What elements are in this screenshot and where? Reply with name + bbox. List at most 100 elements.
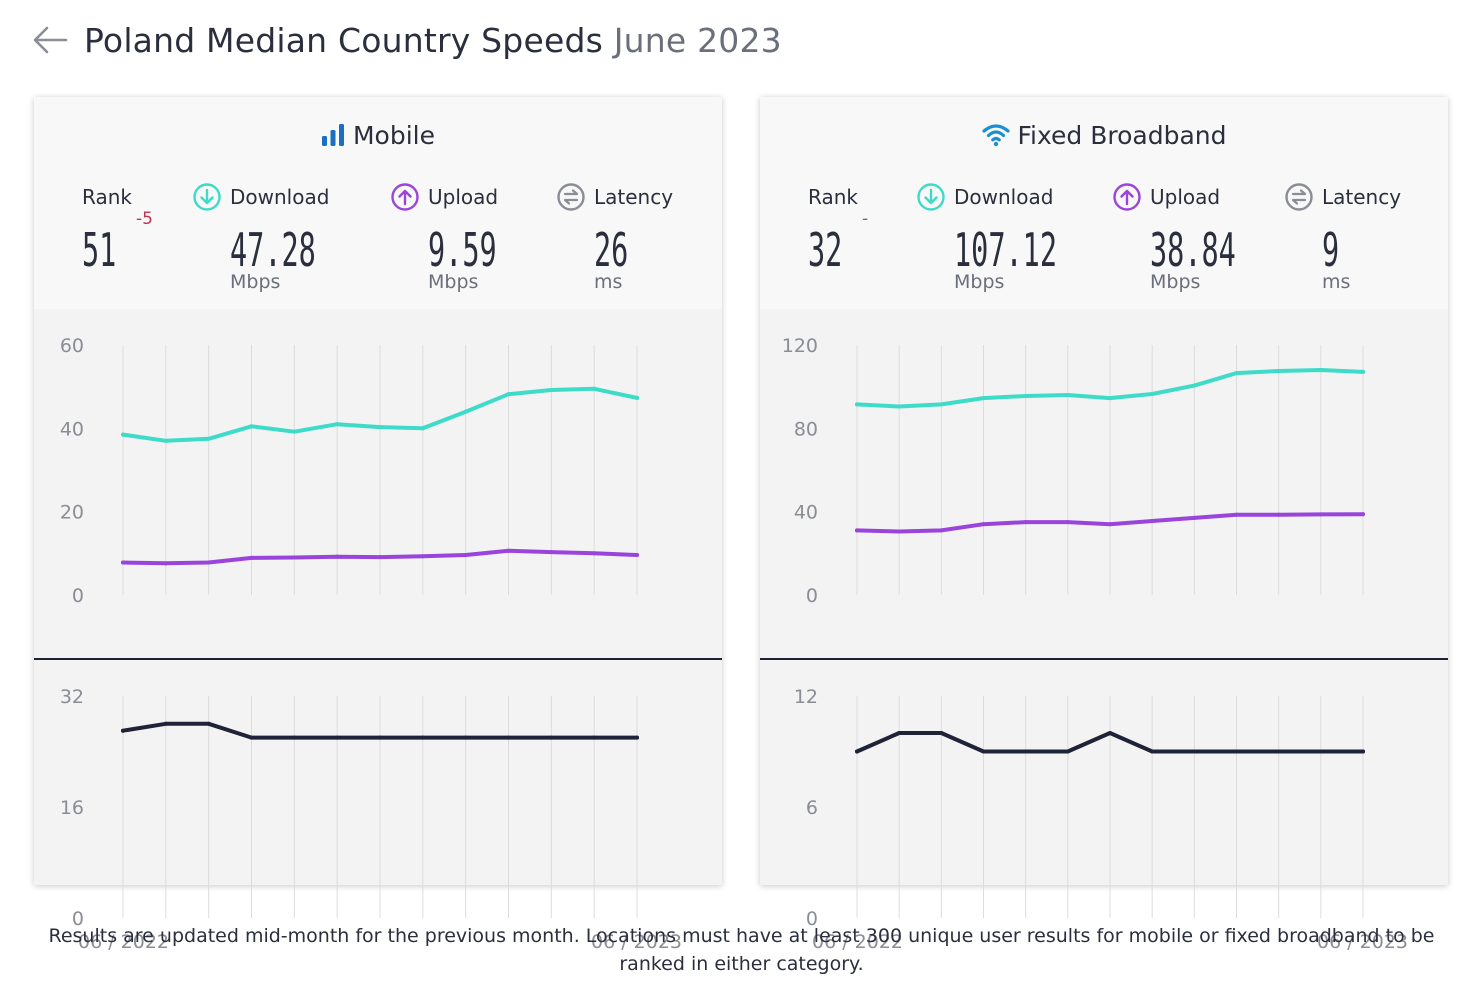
fixed-rank-label: Rank	[808, 185, 858, 209]
latency-point	[163, 721, 168, 726]
download-point	[121, 432, 125, 437]
back-button[interactable]	[30, 20, 70, 60]
page-title-text: Poland Median Country Speeds	[84, 20, 604, 60]
download-point	[378, 425, 382, 430]
signal-bars-icon	[321, 123, 345, 147]
download-point	[1108, 396, 1112, 401]
y-tick-label: 20	[60, 502, 84, 524]
latency-point	[635, 735, 639, 740]
y-tick-label: 0	[806, 585, 818, 607]
latency-circle-icon	[1284, 182, 1314, 212]
upload-point	[1192, 515, 1197, 520]
fixed-rank-value: 32	[808, 223, 843, 277]
download-point	[1276, 369, 1281, 374]
mobile-rank: Rank 51 -5	[82, 181, 153, 301]
download-point	[1318, 368, 1323, 372]
mobile-rank-value: 51	[82, 223, 117, 277]
mobile-download-label: Download	[230, 185, 330, 209]
latency-point	[1234, 749, 1239, 754]
mobile-rank-label: Rank	[82, 185, 132, 209]
fixed-upload-series	[855, 512, 1365, 534]
fixed-latency-label: Latency	[1322, 185, 1402, 209]
mobile-latency: Latency 26 ms	[556, 181, 673, 301]
latency-point	[420, 735, 425, 740]
upload-point	[549, 550, 554, 555]
latency-point	[335, 735, 340, 740]
fixed-panel-title: Fixed Broadband	[760, 115, 1448, 155]
mobile-latency-gridlines	[122, 696, 638, 918]
latency-circle-icon	[556, 182, 586, 212]
mobile-speed-chart: 60 40 20 0	[60, 335, 639, 607]
arrow-up-circle-icon	[390, 182, 420, 212]
fixed-summary: Fixed Broadband Rank 32 - Download 107.1…	[760, 97, 1448, 309]
fixed-latency-gridlines	[856, 696, 1364, 918]
latency-point	[592, 735, 597, 740]
y-tick-label: 16	[60, 797, 84, 819]
upload-point	[1318, 512, 1323, 517]
download-point	[249, 424, 254, 429]
y-tick-label: 60	[60, 335, 84, 357]
upload-point	[1023, 520, 1028, 525]
download-point	[206, 436, 211, 441]
upload-point	[420, 554, 425, 559]
latency-point	[506, 735, 511, 740]
fixed-latency-value: 9	[1322, 223, 1340, 277]
mobile-latency-value: 26	[594, 223, 629, 277]
mobile-upload-label: Upload	[428, 185, 499, 209]
download-point	[635, 395, 639, 400]
y-tick-label: 32	[60, 686, 84, 708]
latency-point	[897, 731, 902, 735]
fixed-download-value: 107.12	[954, 223, 1058, 277]
upload-point	[506, 548, 511, 553]
latency-point	[1361, 749, 1365, 754]
mobile-latency-label: Latency	[594, 185, 674, 209]
y-tick-label: 120	[782, 335, 818, 357]
download-point	[163, 438, 168, 443]
fixed-upload-unit: Mbps	[1150, 271, 1201, 293]
latency-point	[121, 728, 125, 733]
download-point	[592, 386, 597, 391]
y-tick-label: 6	[806, 797, 818, 819]
mobile-latency-unit: ms	[594, 271, 623, 293]
mobile-title-label: Mobile	[352, 120, 435, 150]
footer-note: Results are updated mid-month for the pr…	[48, 925, 1435, 975]
latency-point	[1023, 749, 1028, 754]
arrow-up-circle-icon	[1112, 182, 1142, 212]
download-point	[1023, 394, 1028, 399]
mobile-upload-value: 9.59	[428, 223, 497, 277]
upload-point	[981, 522, 986, 527]
download-point	[506, 392, 511, 397]
download-point	[855, 402, 859, 407]
latency-point	[1192, 749, 1197, 754]
latency-point	[1065, 749, 1070, 754]
fixed-download-series	[855, 368, 1365, 409]
fixed-speed-chart: 120 80 40 0	[782, 335, 1365, 607]
y-tick-label: 0	[72, 908, 84, 930]
latency-point	[292, 735, 297, 740]
mobile-chart-divider	[34, 658, 722, 660]
wifi-icon	[981, 123, 1010, 147]
page-title-date: June 2023	[613, 20, 782, 60]
upload-point	[1276, 512, 1281, 517]
fixed-upload-value: 38.84	[1150, 223, 1236, 277]
fixed-latency-unit: ms	[1322, 271, 1351, 293]
download-point	[549, 388, 554, 392]
mobile-download-value: 47.28	[230, 223, 316, 277]
upload-point	[939, 528, 944, 533]
fixed-rank: Rank 32 -	[808, 181, 868, 301]
arrow-left-icon	[33, 26, 68, 54]
upload-point	[1361, 512, 1365, 517]
mobile-latency-series	[121, 721, 639, 740]
arrow-down-circle-icon	[192, 182, 222, 212]
upload-point	[1108, 522, 1112, 527]
upload-point	[335, 554, 340, 559]
fixed-speed-gridlines	[856, 345, 1364, 595]
latency-point	[855, 749, 859, 754]
mobile-download-series	[121, 386, 639, 443]
latency-point	[206, 721, 211, 726]
mobile-download: Download 47.28 Mbps	[192, 181, 368, 301]
latency-point	[981, 749, 986, 754]
upload-point	[292, 555, 297, 560]
upload-point	[463, 553, 468, 557]
fixed-upload-label: Upload	[1150, 185, 1221, 209]
